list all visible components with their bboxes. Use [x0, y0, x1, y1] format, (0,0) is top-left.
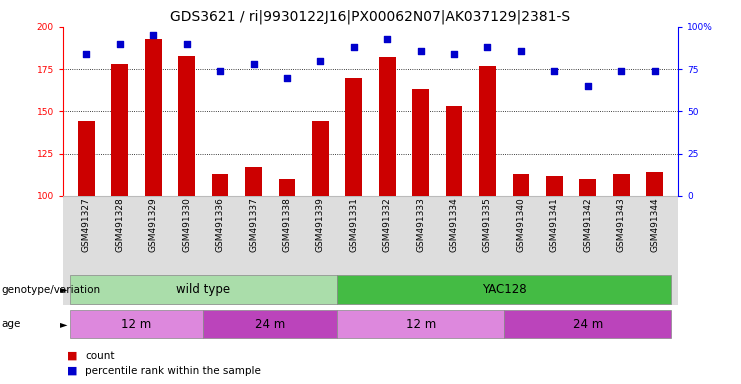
Bar [613, 174, 630, 196]
Bar [145, 39, 162, 196]
Point [582, 83, 594, 89]
Text: YAC128: YAC128 [482, 283, 527, 296]
Point [81, 51, 93, 57]
Bar [337, 275, 671, 304]
Text: percentile rank within the sample: percentile rank within the sample [85, 366, 261, 376]
Text: 24 m: 24 m [573, 318, 603, 331]
Bar [445, 106, 462, 196]
Point [114, 41, 126, 47]
Text: genotype/variation: genotype/variation [1, 285, 101, 295]
Point [615, 68, 627, 74]
Bar [337, 310, 504, 338]
Text: age: age [1, 319, 21, 329]
Bar [412, 89, 429, 196]
Bar [70, 275, 337, 304]
Text: GDS3621 / ri|9930122J16|PX00062N07|AK037129|2381-S: GDS3621 / ri|9930122J16|PX00062N07|AK037… [170, 10, 571, 24]
Bar [203, 310, 337, 338]
Bar [579, 179, 596, 196]
Point [214, 68, 226, 74]
Bar [111, 64, 128, 196]
Text: 12 m: 12 m [122, 318, 152, 331]
Point [515, 48, 527, 54]
Point [415, 48, 427, 54]
Bar [646, 172, 663, 196]
Point [382, 36, 393, 42]
Point [281, 74, 293, 81]
Bar [78, 121, 95, 196]
Point [181, 41, 193, 47]
Bar [345, 78, 362, 196]
Point [348, 44, 359, 50]
Bar [546, 175, 562, 196]
Bar [179, 56, 195, 196]
Text: count: count [85, 351, 115, 361]
Bar [70, 310, 203, 338]
Text: ►: ► [60, 285, 67, 295]
Bar [312, 121, 329, 196]
Point [147, 32, 159, 38]
Bar [245, 167, 262, 196]
Point [314, 58, 326, 64]
Bar [379, 57, 396, 196]
Bar [279, 179, 296, 196]
Text: ■: ■ [67, 351, 77, 361]
Point [247, 61, 259, 67]
Text: wild type: wild type [176, 283, 230, 296]
Point [448, 51, 460, 57]
Text: ►: ► [60, 319, 67, 329]
Bar [513, 174, 529, 196]
Text: 12 m: 12 m [405, 318, 436, 331]
Point [648, 68, 660, 74]
Bar [479, 66, 496, 196]
Point [548, 68, 560, 74]
Bar [504, 310, 671, 338]
Text: ■: ■ [67, 366, 77, 376]
Bar [212, 174, 228, 196]
Point [482, 44, 494, 50]
Text: 24 m: 24 m [255, 318, 285, 331]
